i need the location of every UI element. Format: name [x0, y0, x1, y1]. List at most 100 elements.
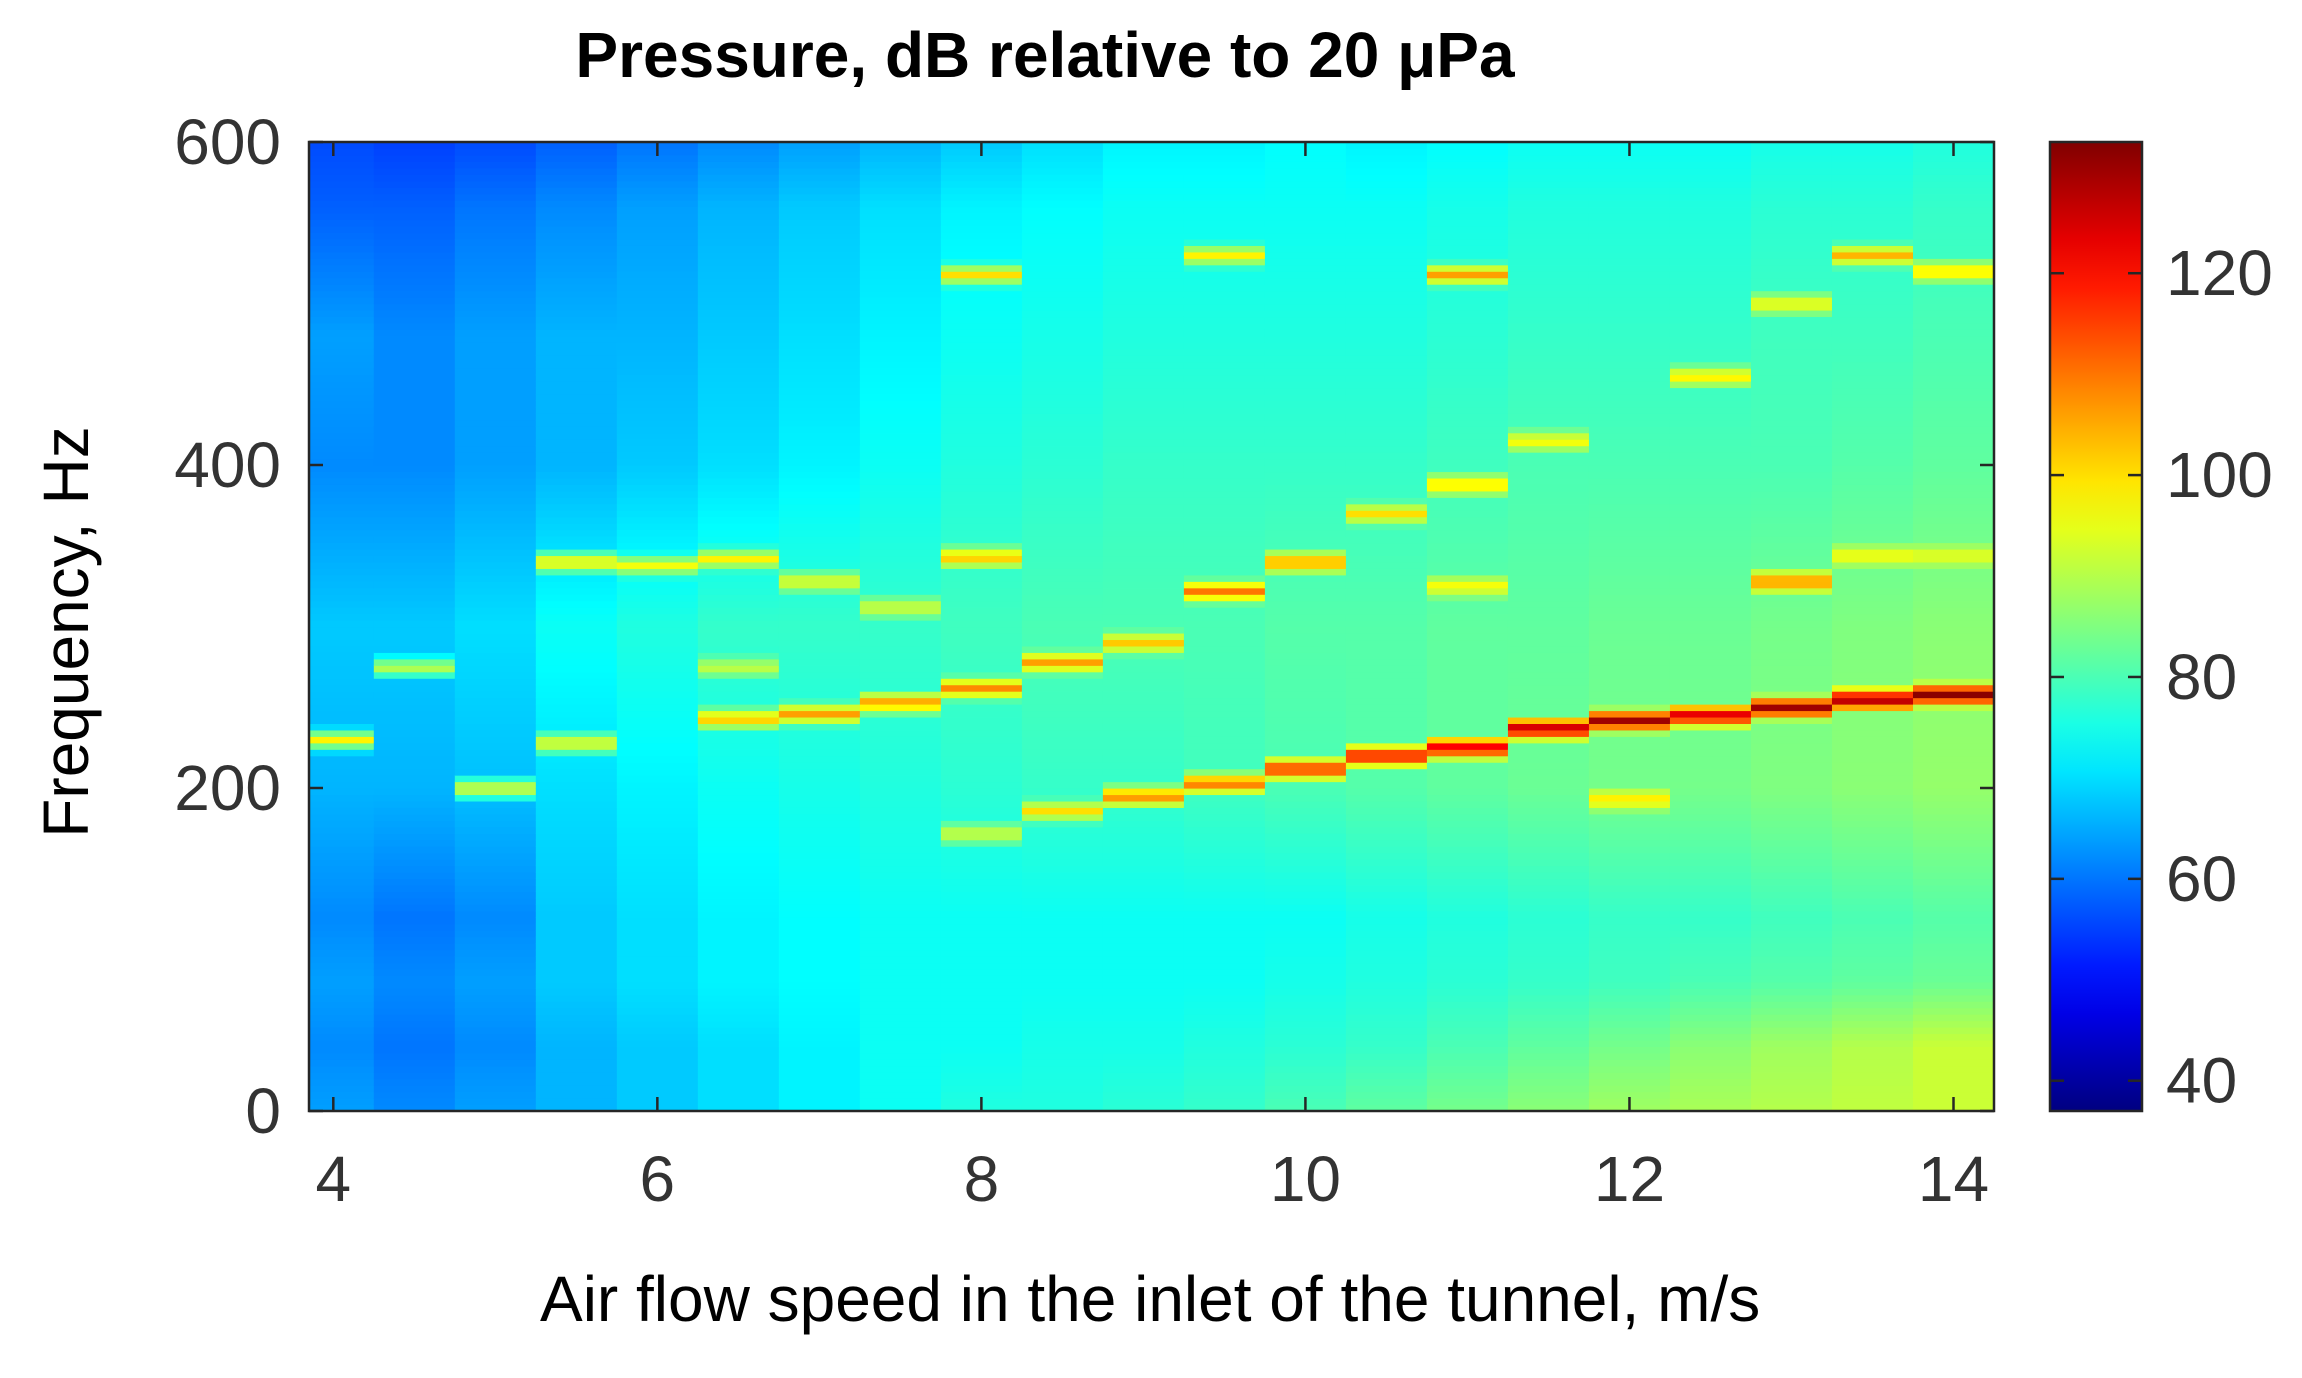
heatmap-cell: [454, 1098, 537, 1106]
heatmap-cell: [1264, 697, 1347, 705]
heatmap-cell: [1183, 736, 1266, 744]
heatmap-cell: [1021, 452, 1104, 460]
heatmap-cell: [940, 943, 1023, 951]
heatmap-cell: [697, 161, 780, 169]
heatmap-cell: [1588, 187, 1671, 195]
heatmap-cell: [454, 193, 537, 201]
heatmap-cell: [859, 729, 942, 737]
heatmap-cell: [309, 910, 375, 918]
heatmap-cell: [1750, 749, 1833, 757]
heatmap-cell: [1426, 620, 1509, 628]
heatmap-cell: [1183, 1014, 1266, 1022]
colorbar-tick-label: 80: [2166, 641, 2237, 713]
heatmap-cell: [1183, 251, 1266, 259]
heatmap-cell: [1021, 290, 1104, 298]
heatmap-cell: [859, 645, 942, 653]
heatmap-cell: [697, 187, 780, 195]
heatmap-cell: [1102, 406, 1185, 414]
heatmap-cell: [1102, 251, 1185, 259]
heatmap-cell: [1912, 561, 1995, 569]
heatmap-cell: [1507, 154, 1590, 162]
heatmap-cell: [1507, 594, 1590, 602]
heatmap-cell: [1183, 458, 1266, 466]
heatmap-cell: [778, 826, 861, 834]
heatmap-cell: [1831, 148, 1914, 156]
heatmap-cell: [1021, 1065, 1104, 1073]
heatmap-cell: [1102, 1065, 1185, 1073]
heatmap-cell: [697, 529, 780, 537]
heatmap-cell: [1183, 238, 1266, 246]
heatmap-cell: [616, 510, 699, 518]
heatmap-cell: [1264, 943, 1347, 951]
heatmap-cell: [940, 658, 1023, 666]
heatmap-cell: [1669, 1078, 1752, 1086]
heatmap-cell: [1183, 594, 1266, 602]
heatmap-cell: [1831, 1033, 1914, 1041]
heatmap-cell: [1426, 1027, 1509, 1035]
heatmap-cell: [1264, 213, 1347, 221]
heatmap-cell: [373, 594, 456, 602]
heatmap-cell: [778, 432, 861, 440]
heatmap-cell: [778, 930, 861, 938]
heatmap-cell: [309, 374, 375, 382]
heatmap-cell: [1264, 574, 1347, 582]
heatmap-cell: [1507, 775, 1590, 783]
heatmap-cell: [1507, 904, 1590, 912]
heatmap-cell: [1264, 490, 1347, 498]
heatmap-cell: [1750, 962, 1833, 970]
heatmap-cell: [1588, 484, 1671, 492]
heatmap-cell: [1021, 1020, 1104, 1028]
heatmap-cell: [373, 749, 456, 757]
heatmap-cell: [940, 277, 1023, 285]
heatmap-cell: [1021, 490, 1104, 498]
heatmap-cell: [1183, 632, 1266, 641]
heatmap-cell: [940, 704, 1023, 712]
heatmap-cell: [535, 1098, 618, 1106]
heatmap-cell: [1669, 536, 1752, 544]
heatmap-cell: [1831, 1052, 1914, 1060]
heatmap-cell: [454, 820, 537, 828]
heatmap-cell: [535, 807, 618, 815]
heatmap-cell: [535, 955, 618, 964]
heatmap-cell: [1345, 322, 1428, 330]
heatmap-cell: [373, 697, 456, 705]
heatmap-cell: [373, 432, 456, 440]
heatmap-cell: [1021, 607, 1104, 615]
heatmap-cell: [535, 1059, 618, 1067]
heatmap-cell: [1669, 529, 1752, 537]
heatmap-cell: [373, 348, 456, 356]
heatmap-cell: [535, 800, 618, 808]
heatmap-cell: [1588, 200, 1671, 208]
heatmap-cell: [940, 1065, 1023, 1073]
heatmap-cell: [616, 768, 699, 776]
heatmap-cell: [1750, 523, 1833, 531]
heatmap-cell: [309, 645, 375, 653]
heatmap-cell: [1183, 374, 1266, 382]
heatmap-cell: [1264, 458, 1347, 466]
heatmap-cell: [1750, 264, 1833, 272]
heatmap-cell: [373, 852, 456, 860]
heatmap-cell: [1831, 943, 1914, 951]
heatmap-cell: [1021, 1072, 1104, 1080]
heatmap-cell: [1669, 193, 1752, 201]
heatmap-cell: [1264, 484, 1347, 492]
heatmap-cell: [1345, 471, 1428, 479]
heatmap-cell: [1183, 381, 1266, 389]
heatmap-cell: [778, 574, 861, 582]
heatmap-cell: [1588, 542, 1671, 550]
heatmap-cell: [373, 923, 456, 931]
heatmap-cell: [1912, 232, 1995, 240]
heatmap-cell: [1750, 865, 1833, 873]
heatmap-cell: [1912, 1046, 1995, 1054]
heatmap-cell: [940, 232, 1023, 240]
heatmap-cell: [1669, 167, 1752, 175]
heatmap-cell: [1669, 626, 1752, 634]
heatmap-cell: [373, 904, 456, 912]
heatmap-cell: [616, 497, 699, 505]
heatmap-cell: [1588, 219, 1671, 227]
heatmap-cell: [1183, 988, 1266, 996]
heatmap-cell: [309, 626, 375, 634]
heatmap-cell: [309, 1007, 375, 1015]
heatmap-cell: [1912, 768, 1995, 776]
heatmap-cell: [1264, 348, 1347, 356]
